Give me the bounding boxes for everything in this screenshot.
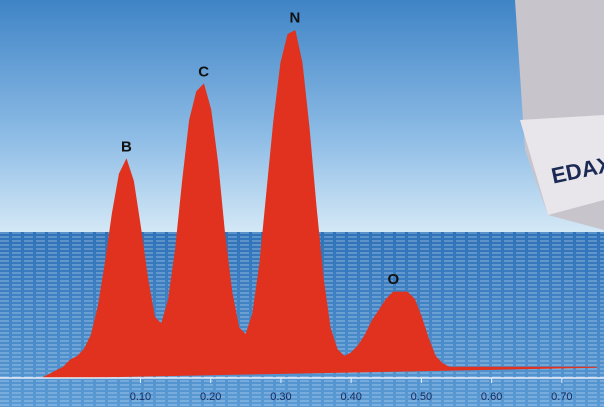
x-tick-label: 0.70: [551, 391, 572, 403]
x-tick-label: 0.30: [270, 391, 291, 403]
chart: EDAX 0.100.200.300.400.500.600.70BCNO: [0, 0, 604, 407]
x-tick-label: 0.20: [200, 391, 221, 403]
x-tick-label: 0.50: [411, 391, 432, 403]
peak-label: N: [290, 10, 301, 27]
peak-label: C: [198, 63, 209, 80]
peak-label: O: [387, 271, 399, 288]
peak-label: B: [121, 139, 132, 156]
x-tick-label: 0.60: [481, 391, 502, 403]
x-tick-label: 0.10: [130, 391, 151, 403]
page: {"chart_data": { "type": "area", "logo":…: [0, 0, 604, 407]
x-tick-label: 0.40: [340, 391, 361, 403]
